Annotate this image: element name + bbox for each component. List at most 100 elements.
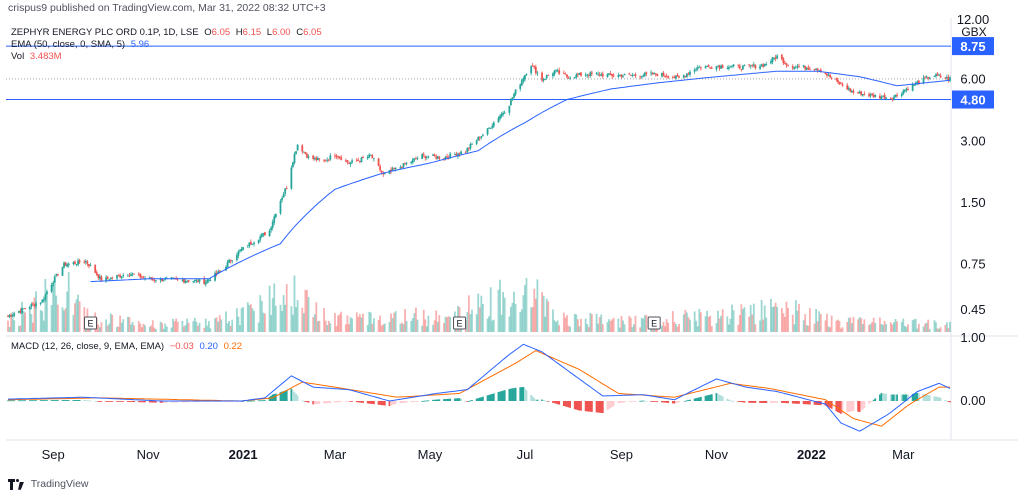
volume-bar — [580, 318, 582, 332]
macd-histogram-bar — [13, 400, 16, 402]
volume-bar — [893, 322, 895, 332]
volume-bar — [787, 308, 789, 332]
volume-bar — [813, 323, 816, 332]
candle-body — [667, 76, 670, 78]
candle-body — [531, 65, 534, 67]
macd-histogram-bar — [77, 400, 79, 401]
volume-bar — [358, 314, 361, 332]
macd-histogram-bar — [623, 401, 626, 403]
candle-body — [61, 267, 64, 276]
candle-body — [74, 261, 76, 264]
candle-body — [835, 78, 838, 80]
candle-body — [109, 277, 112, 280]
volume-bar — [139, 323, 142, 332]
macd-histogram-bar — [10, 400, 13, 402]
candle-body — [796, 66, 799, 68]
volume-bar — [186, 318, 188, 332]
candle-body — [682, 75, 685, 78]
volume-bar — [562, 312, 565, 332]
macd-histogram-bar — [413, 401, 416, 402]
candle-body — [187, 280, 190, 282]
volume-bar — [292, 314, 294, 332]
macd-histogram-bar — [32, 400, 34, 402]
macd-histogram-bar — [491, 393, 494, 401]
candle-body — [883, 94, 886, 99]
candle-body — [438, 156, 441, 159]
volume-bar — [911, 320, 914, 332]
candle-body — [21, 307, 23, 314]
candle-body — [556, 70, 559, 72]
candle-body — [631, 75, 634, 77]
candle-body — [949, 77, 951, 81]
candle-body — [137, 273, 140, 275]
macd-histogram-bar — [357, 401, 360, 403]
volume-bar — [590, 314, 593, 332]
candle-body — [827, 74, 830, 76]
macd-histogram-bar — [471, 400, 473, 401]
candle-body — [293, 154, 296, 163]
volume-bar — [508, 316, 511, 332]
candle-body — [542, 79, 545, 81]
macd-histogram-bar — [718, 394, 721, 401]
volume-bar — [100, 322, 103, 332]
candle-body — [742, 65, 744, 70]
volume-bar — [415, 307, 417, 332]
volume-bar — [75, 299, 78, 332]
macd-histogram-bar — [144, 401, 146, 403]
volume-bar — [351, 318, 354, 332]
candle-body — [88, 264, 90, 267]
candle-body — [273, 216, 276, 223]
volume-bar — [486, 318, 489, 332]
macd-histogram-bar — [749, 401, 752, 403]
candle-body — [737, 64, 740, 66]
candle-body — [782, 58, 785, 64]
candle-body — [32, 303, 34, 305]
volume-bar — [629, 317, 632, 332]
macd-histogram-bar — [42, 400, 45, 402]
earnings-label-2: E — [457, 319, 463, 329]
candle-body — [206, 280, 209, 283]
candle-body — [816, 68, 819, 71]
macd-histogram-bar — [268, 396, 271, 401]
volume-bar — [782, 313, 785, 332]
candle-body — [351, 160, 354, 163]
macd-histogram-bar — [667, 401, 670, 403]
macd-histogram-bar — [566, 401, 568, 407]
volume-bar — [939, 327, 942, 332]
volume-bar — [743, 307, 746, 332]
volume-bar — [925, 322, 928, 332]
macd-histogram-bar — [335, 401, 338, 403]
macd-histogram-bar — [673, 401, 676, 404]
currency-label: GBX — [961, 25, 986, 39]
macd-histogram-bar — [39, 400, 42, 402]
level-label-2: 4.80 — [960, 93, 985, 108]
macd-histogram-bar — [153, 401, 156, 403]
candle-body — [860, 91, 863, 96]
volume-bar — [371, 323, 374, 332]
candle-body — [46, 291, 48, 294]
macd-histogram-bar — [816, 401, 819, 405]
candle-body — [569, 77, 571, 79]
volume-bar — [55, 295, 58, 332]
candle-body — [545, 75, 548, 79]
volume-bar — [131, 321, 134, 332]
volume-bar — [871, 322, 874, 332]
volume-bar — [499, 279, 501, 332]
candle-body — [489, 128, 492, 129]
volume-bar — [824, 320, 827, 332]
candle-body — [617, 75, 620, 77]
volume-bar — [172, 318, 174, 332]
candle-body — [401, 166, 403, 169]
candle-body — [7, 316, 9, 317]
volume-bar — [553, 320, 556, 332]
macd-histogram-bar — [53, 400, 56, 401]
macd-histogram-bar — [553, 401, 556, 404]
volume-bar — [611, 319, 614, 332]
candle-body — [598, 74, 601, 76]
candle-body — [28, 307, 31, 310]
macd-histogram-bar — [925, 394, 928, 401]
candle-body — [424, 155, 427, 159]
macd-histogram-bar — [108, 401, 111, 402]
volume-bar — [709, 315, 712, 332]
macd-histogram-bar — [475, 398, 478, 401]
